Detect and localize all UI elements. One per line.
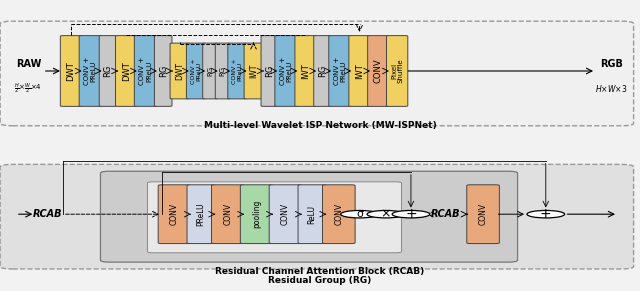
Text: CONV: CONV: [334, 203, 343, 225]
FancyBboxPatch shape: [100, 171, 518, 262]
Text: Pixel
Shuffle: Pixel Shuffle: [391, 59, 403, 83]
Text: pooling: pooling: [252, 200, 261, 228]
FancyBboxPatch shape: [60, 36, 82, 106]
Text: ×: ×: [381, 208, 391, 221]
FancyBboxPatch shape: [116, 36, 137, 106]
Text: +: +: [405, 207, 417, 221]
Text: σ: σ: [356, 209, 363, 219]
Text: CONV: CONV: [281, 203, 290, 225]
Text: RGB: RGB: [600, 58, 623, 68]
FancyBboxPatch shape: [349, 36, 370, 106]
FancyBboxPatch shape: [244, 43, 263, 99]
Text: CONV +
PReLU: CONV + PReLU: [140, 57, 152, 85]
FancyBboxPatch shape: [170, 43, 189, 99]
FancyBboxPatch shape: [0, 164, 634, 269]
FancyBboxPatch shape: [329, 36, 351, 106]
FancyBboxPatch shape: [275, 36, 298, 106]
FancyBboxPatch shape: [241, 185, 273, 244]
Text: DWT: DWT: [122, 61, 131, 81]
Text: CONV +
PReLU: CONV + PReLU: [232, 58, 243, 84]
FancyBboxPatch shape: [269, 185, 302, 244]
FancyBboxPatch shape: [298, 185, 326, 244]
Text: $\mathit{H}$$\times$$\mathit{W}$$\times$3: $\mathit{H}$$\times$$\mathit{W}$$\times$…: [595, 83, 628, 94]
Text: Multi-level Wavelet ISP Network (MW-ISPNet): Multi-level Wavelet ISP Network (MW-ISPN…: [204, 120, 436, 129]
Text: RG: RG: [159, 65, 168, 77]
FancyBboxPatch shape: [187, 185, 215, 244]
FancyBboxPatch shape: [211, 185, 244, 244]
FancyBboxPatch shape: [154, 36, 172, 106]
FancyBboxPatch shape: [261, 36, 277, 106]
FancyBboxPatch shape: [323, 185, 355, 244]
Text: RG: RG: [265, 65, 274, 77]
FancyBboxPatch shape: [314, 36, 332, 106]
Text: RG: RG: [318, 65, 327, 77]
Text: CONV: CONV: [223, 203, 232, 225]
Text: IWT: IWT: [355, 63, 364, 79]
FancyBboxPatch shape: [148, 182, 401, 253]
Text: CONV +
PReLU: CONV + PReLU: [84, 57, 97, 85]
Text: RG: RG: [104, 65, 113, 77]
FancyBboxPatch shape: [387, 36, 408, 106]
Text: CONV +
PReLU: CONV + PReLU: [280, 57, 292, 85]
FancyBboxPatch shape: [295, 36, 316, 106]
Text: $\frac{\mathit{H}}{2}$$\times$$\frac{\mathit{W}}{2}$$\times$4: $\frac{\mathit{H}}{2}$$\times$$\frac{\ma…: [14, 81, 42, 95]
Text: CONV +
PReLU: CONV + PReLU: [191, 58, 201, 84]
FancyBboxPatch shape: [0, 21, 634, 126]
Circle shape: [367, 210, 404, 218]
Text: ReLU: ReLU: [308, 205, 317, 224]
Text: PReLU: PReLU: [196, 202, 205, 226]
FancyBboxPatch shape: [467, 185, 499, 244]
FancyBboxPatch shape: [158, 185, 191, 244]
Text: DWT: DWT: [175, 62, 184, 80]
Text: IWT: IWT: [249, 64, 258, 78]
FancyBboxPatch shape: [79, 36, 102, 106]
Text: IWT: IWT: [301, 63, 310, 79]
Text: CONV: CONV: [170, 203, 179, 225]
Text: DWT: DWT: [67, 61, 76, 81]
FancyBboxPatch shape: [134, 36, 157, 106]
Text: CONV +
PReLU: CONV + PReLU: [334, 57, 346, 85]
FancyBboxPatch shape: [186, 43, 205, 99]
Circle shape: [527, 210, 564, 218]
FancyBboxPatch shape: [99, 36, 116, 106]
Text: CONV: CONV: [479, 203, 488, 225]
Text: Residual Group (RG): Residual Group (RG): [268, 276, 372, 285]
FancyBboxPatch shape: [367, 36, 389, 106]
Text: +: +: [540, 207, 552, 221]
Text: RCAB: RCAB: [431, 209, 460, 219]
Text: RG: RG: [220, 66, 226, 76]
Circle shape: [392, 210, 430, 218]
FancyBboxPatch shape: [228, 43, 246, 99]
Text: RCAB: RCAB: [33, 209, 62, 219]
Text: RAW: RAW: [15, 58, 41, 68]
Circle shape: [340, 210, 378, 218]
Text: RG: RG: [207, 66, 213, 76]
Text: Residual Channel Attention Block (RCAB): Residual Channel Attention Block (RCAB): [216, 267, 424, 276]
FancyBboxPatch shape: [215, 43, 230, 99]
FancyBboxPatch shape: [203, 43, 218, 99]
Text: CONV: CONV: [374, 59, 383, 83]
